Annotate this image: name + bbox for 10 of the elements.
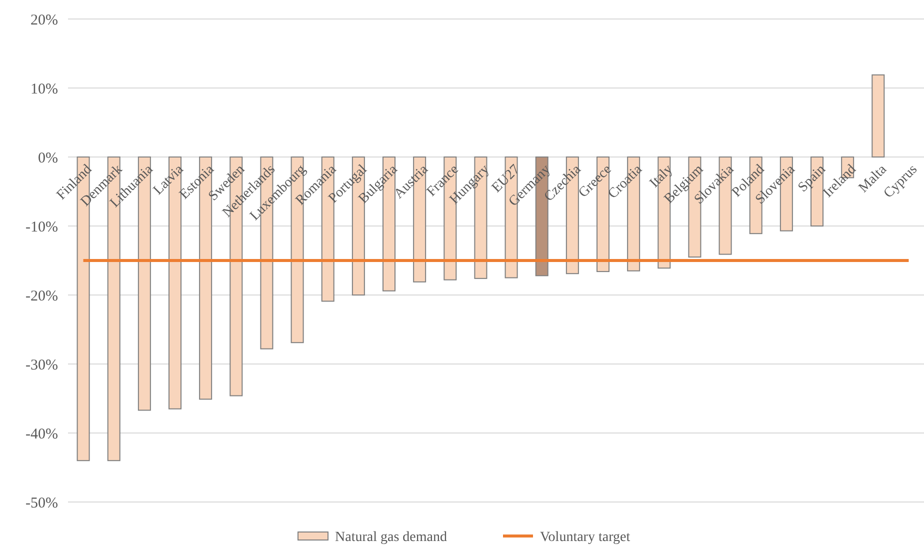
legend-label: Voluntary target <box>540 530 630 545</box>
y-tick-label: -30% <box>26 357 58 374</box>
y-tick-label: -50% <box>26 495 58 512</box>
y-tick-label: 0% <box>38 150 58 166</box>
y-tick-label: 10% <box>30 81 58 98</box>
y-tick-label: 20% <box>30 12 58 28</box>
y-tick-label: -10% <box>26 219 58 236</box>
y-tick-label: -40% <box>26 426 58 442</box>
legend-label: Natural gas demand <box>335 530 447 545</box>
y-tick-label: -20% <box>26 288 58 304</box>
